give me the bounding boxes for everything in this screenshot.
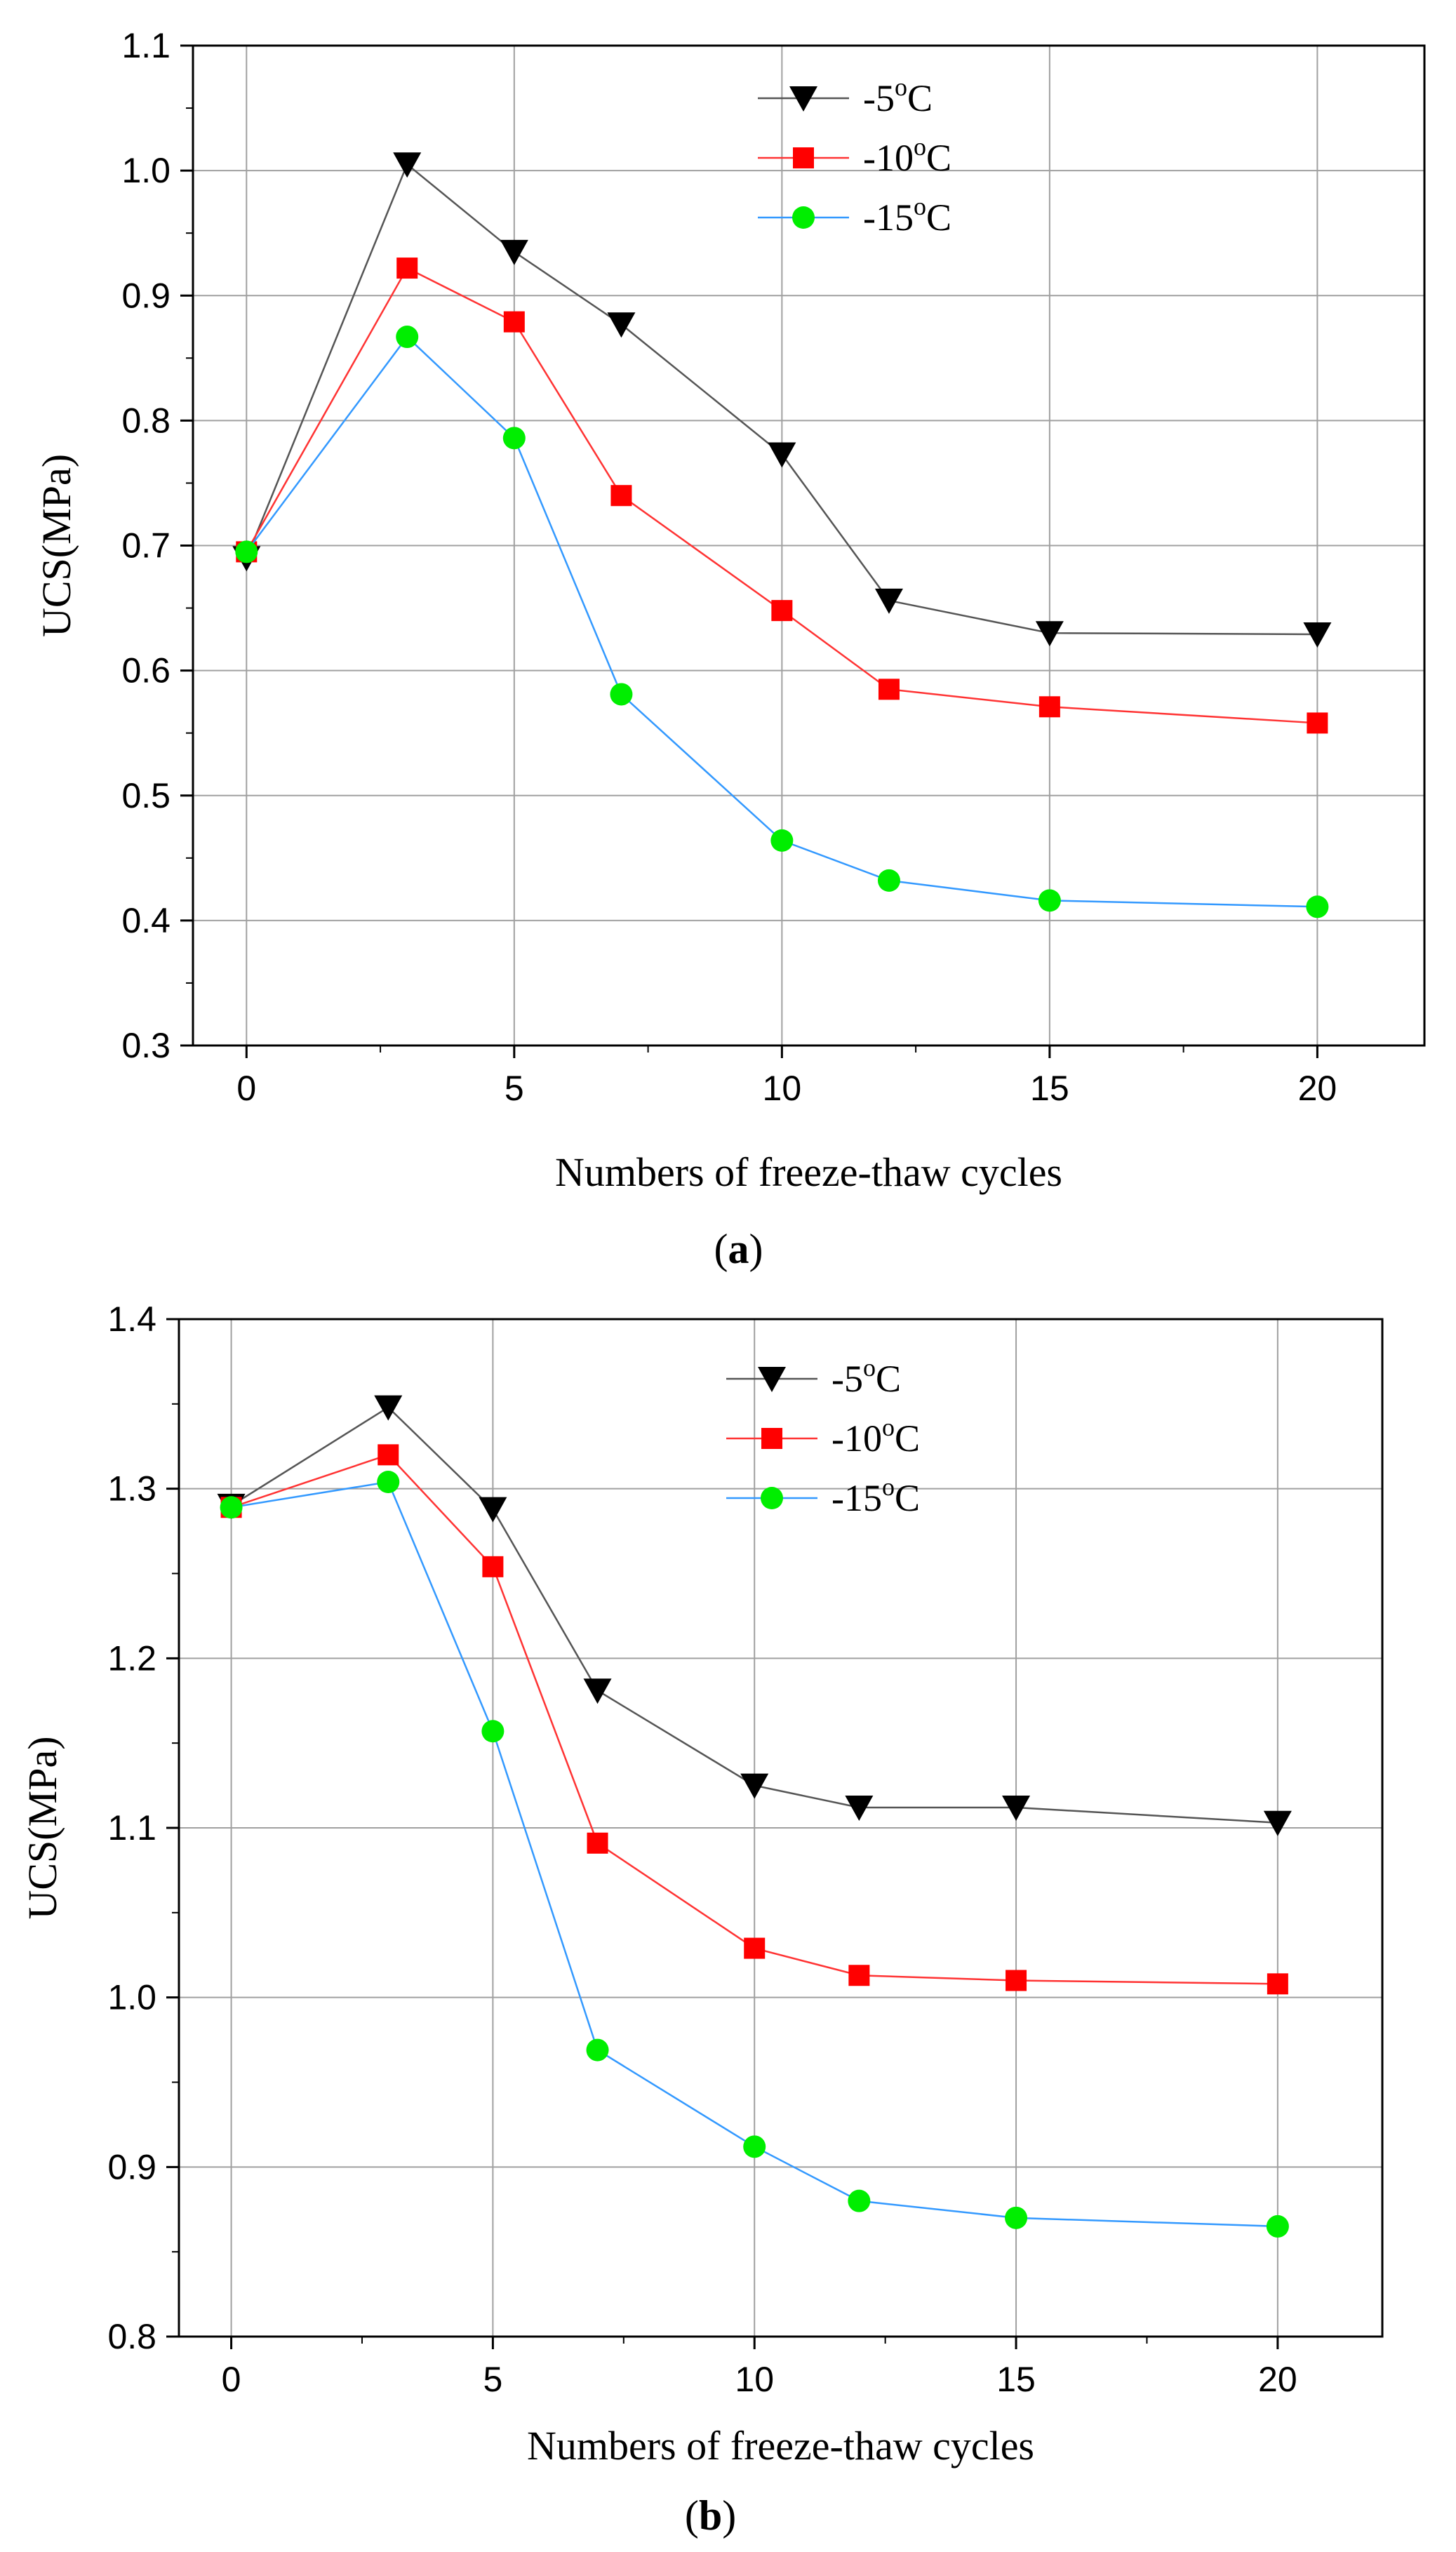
y-tick-label: 1.3 — [107, 1469, 156, 1509]
y-tick-label: 0.4 — [121, 901, 171, 940]
chart-panel-b: 0 5 10 15 20 0.8 0.9 1.0 1.1 1.2 1.3 1.4 Numbers of … — [20, 1300, 1384, 2539]
data-point-minus15 — [1266, 2214, 1289, 2238]
x-tick-label: 15 — [1030, 1069, 1069, 1108]
series-line-minus10 — [246, 267, 1318, 724]
data-point-minus10 — [771, 600, 793, 622]
legend-label: -15oC — [863, 192, 951, 239]
data-point-minus5 — [768, 442, 796, 468]
data-point-minus15 — [743, 2135, 766, 2158]
data-point-minus15 — [770, 829, 794, 852]
data-point-minus10 — [1006, 1970, 1027, 1991]
data-point-minus15 — [877, 869, 900, 892]
panel-caption: (b) — [685, 2492, 736, 2539]
chart-panel-a: 0 5 10 15 20 0.3 0.4 0.5 0.6 0.7 0.8 0.9 1.0 1.1 Numbe… — [34, 26, 1426, 1272]
legend-marker — [793, 147, 814, 168]
y-tick-label: 0.7 — [121, 526, 171, 566]
series-line-minus10 — [231, 1453, 1278, 1985]
data-point-minus5 — [479, 1497, 507, 1523]
data-point-minus5 — [500, 239, 528, 265]
y-axis-title: UCS(MPa) — [20, 1736, 65, 1919]
data-point-minus15 — [1306, 895, 1329, 918]
x-tick-label: 0 — [236, 1069, 256, 1108]
data-point-minus10 — [610, 485, 632, 507]
data-point-minus5 — [393, 152, 422, 178]
y-tick-label: 0.9 — [107, 2147, 156, 2186]
legend-marker — [761, 1428, 782, 1449]
data-point-minus10 — [878, 679, 900, 700]
data-point-minus15 — [586, 2038, 609, 2062]
data-point-minus15 — [502, 427, 526, 450]
x-tick-label: 20 — [1298, 1069, 1337, 1108]
data-point-minus10 — [1307, 712, 1328, 734]
y-tick-label: 0.3 — [121, 1026, 171, 1065]
y-tick-label: 1.1 — [107, 1808, 156, 1848]
data-point-minus5 — [845, 1796, 874, 1821]
data-point-minus10 — [1038, 696, 1060, 718]
data-point-minus15 — [848, 2189, 871, 2212]
x-tick-label: 20 — [1258, 2360, 1297, 2399]
x-tick-label: 10 — [763, 1069, 802, 1108]
legend-label: -10oC — [863, 133, 951, 179]
legend: -5oC -10oC -15oC — [758, 73, 951, 239]
y-tick-label: 1.0 — [107, 1978, 156, 2017]
data-point-minus5 — [374, 1395, 403, 1421]
x-tick-label: 0 — [222, 2360, 241, 2399]
legend-marker — [761, 1487, 783, 1509]
data-point-minus5 — [607, 312, 636, 338]
x-tick-label: 5 — [483, 2360, 502, 2399]
data-point-minus5 — [1035, 621, 1064, 647]
data-point-minus5 — [1303, 622, 1332, 648]
x-tick-label: 10 — [735, 2360, 774, 2399]
y-tick-label: 0.9 — [121, 276, 171, 315]
x-tick-label: 15 — [996, 2360, 1036, 2399]
data-point-minus15 — [610, 683, 633, 706]
y-tick-label: 1.0 — [121, 151, 171, 190]
data-point-minus10 — [378, 1444, 399, 1466]
data-point-minus10 — [1267, 1973, 1288, 1995]
data-point-minus10 — [848, 1965, 870, 1986]
data-point-minus5 — [874, 588, 903, 614]
x-axis-title: Numbers of freeze-thaw cycles — [555, 1149, 1062, 1195]
data-point-minus10 — [482, 1556, 504, 1577]
data-point-minus15 — [396, 326, 419, 349]
data-point-minus10 — [744, 1937, 766, 1959]
legend-marker — [789, 86, 817, 112]
data-point-minus5 — [1263, 1810, 1292, 1836]
y-tick-label: 1.2 — [107, 1638, 156, 1678]
series-line-minus15 — [246, 335, 1318, 908]
y-tick-label: 0.8 — [121, 401, 171, 440]
legend-label: -15oC — [831, 1473, 920, 1519]
data-point-minus10 — [587, 1832, 608, 1854]
y-axis-title: UCS(MPa) — [34, 454, 79, 637]
data-point-minus15 — [220, 1496, 243, 1519]
data-point-minus5 — [583, 1678, 612, 1704]
data-point-minus15 — [481, 1720, 505, 1743]
y-tick-label: 1.1 — [121, 26, 171, 65]
data-point-minus5 — [740, 1773, 769, 1799]
data-point-minus15 — [1005, 2206, 1028, 2229]
series-line-minus15 — [231, 1481, 1278, 2228]
y-tick-label: 0.5 — [121, 776, 171, 815]
data-point-minus5 — [1002, 1796, 1031, 1821]
series-line-minus5 — [230, 1406, 1278, 1824]
y-tick-label: 1.4 — [107, 1300, 156, 1339]
data-point-minus15 — [1038, 889, 1061, 912]
data-point-minus10 — [503, 311, 525, 333]
y-tick-label: 0.8 — [107, 2317, 156, 2356]
series-line-minus5 — [246, 163, 1318, 636]
legend-label: -10oC — [831, 1413, 920, 1459]
legend-marker — [758, 1367, 786, 1392]
legend: -5oC -10oC -15oC — [726, 1354, 920, 1519]
legend-marker — [792, 206, 815, 229]
panel-caption: (a) — [714, 1226, 763, 1272]
legend-label: -5oC — [863, 73, 933, 119]
y-tick-label: 0.6 — [121, 651, 171, 690]
x-axis-title: Numbers of freeze-thaw cycles — [527, 2423, 1034, 2469]
data-point-minus10 — [396, 258, 418, 279]
data-point-minus15 — [235, 540, 258, 563]
x-tick-label: 5 — [505, 1069, 524, 1108]
legend-label: -5oC — [831, 1354, 901, 1400]
data-point-minus15 — [377, 1471, 400, 1493]
